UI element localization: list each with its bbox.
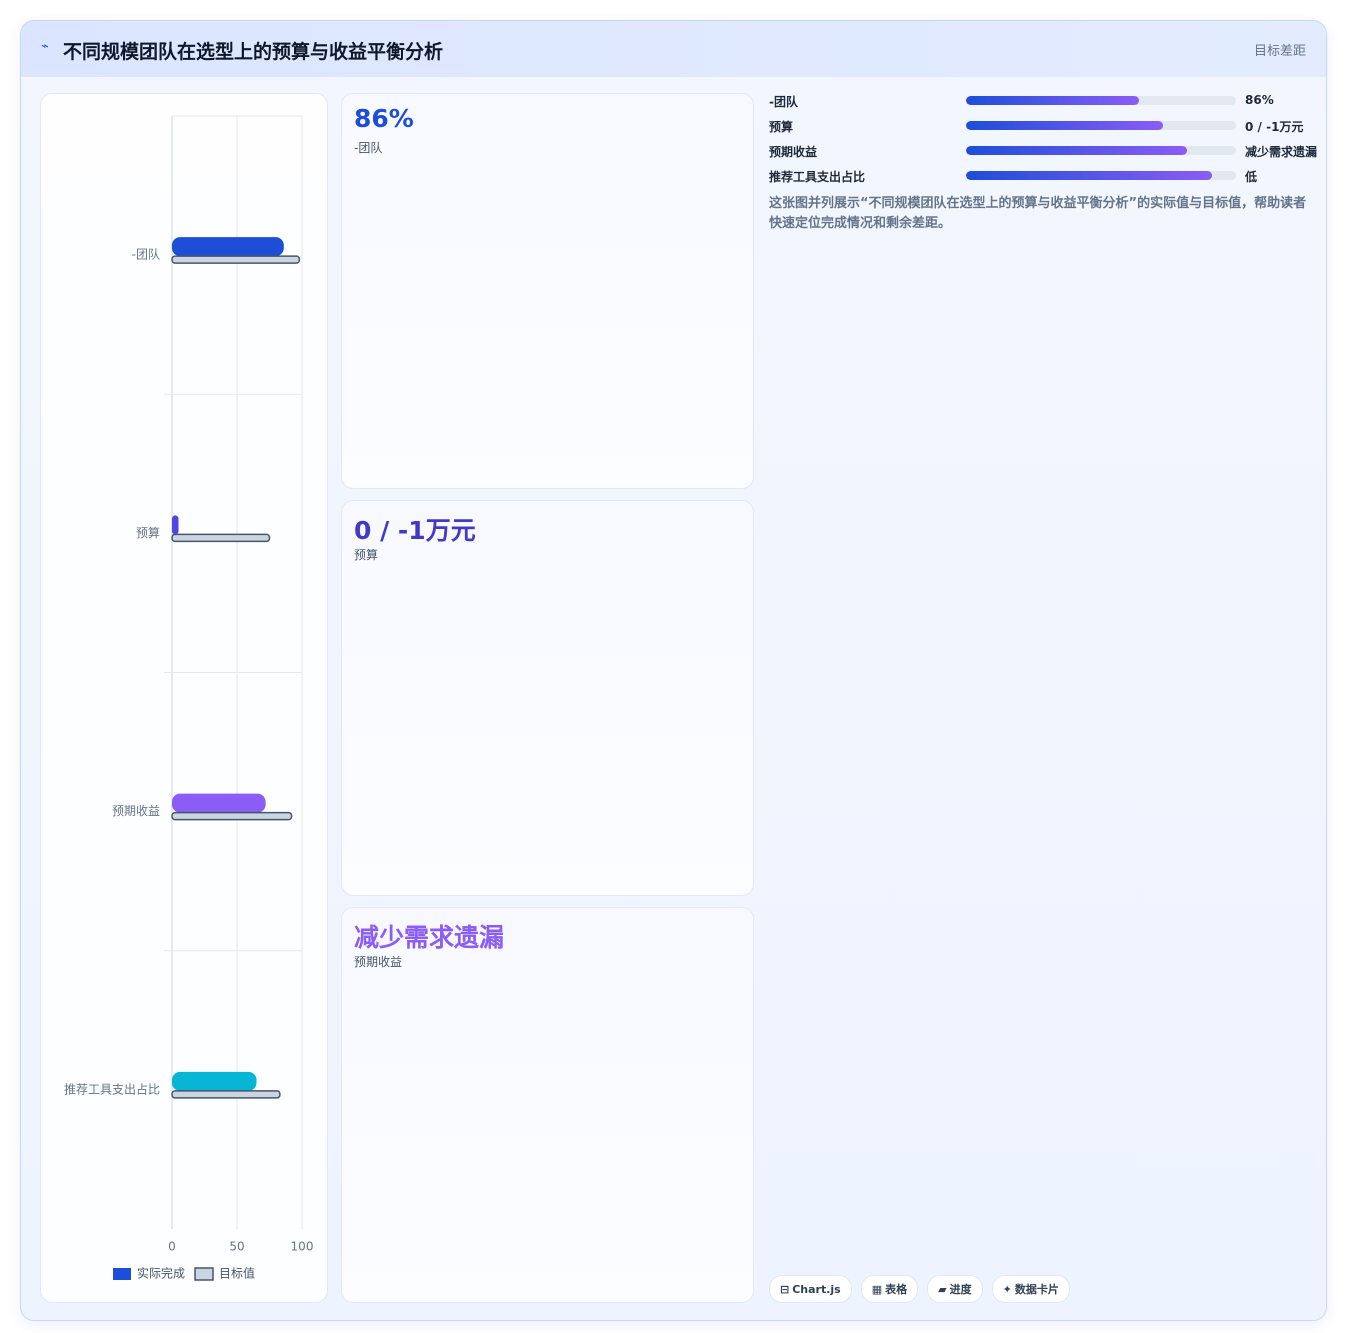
progress-value: 86% xyxy=(1245,93,1274,107)
tag[interactable]: ▦ 表格 xyxy=(860,1275,919,1303)
description: 这张图并列展示“不同规模团队在选型上的预算与收益平衡分析”的实际值与目标值，帮助… xyxy=(769,196,1307,231)
header: ⌁ 不同规模团队在选型上的预算与收益平衡分析 目标差距 xyxy=(21,21,1326,77)
progress-label: 预期收益 xyxy=(769,145,818,159)
progress-value: 减少需求遗漏 xyxy=(1245,145,1318,159)
header-icon: ⌁ xyxy=(41,39,49,54)
tag-label: 数据卡片 xyxy=(1014,1283,1059,1296)
tag-icon: ▦ xyxy=(871,1282,883,1296)
progress-value: 0 / -1万元 xyxy=(1245,120,1304,134)
tag[interactable]: ▰ 进度 xyxy=(927,1275,983,1303)
bar-actual xyxy=(172,793,266,813)
progress-fill xyxy=(966,121,1164,130)
tag-icon: ▰ xyxy=(938,1282,947,1296)
progress-fill xyxy=(966,96,1139,105)
bar-target xyxy=(171,255,301,264)
tag[interactable]: ✦ 数据卡片 xyxy=(991,1275,1070,1303)
bar-actual xyxy=(172,1071,257,1091)
card-label: 预算 xyxy=(354,548,379,562)
tag-list: ⊟ Chart.js ▦ 表格 ▰ 进度 ✦ 数据卡片 xyxy=(769,1275,1070,1303)
y-tick-label: 预算 xyxy=(136,525,160,540)
y-tick-label: -团队 xyxy=(132,247,160,262)
card-label: 预期收益 xyxy=(354,955,403,969)
tag-label: 表格 xyxy=(885,1283,908,1296)
x-tick-label: 50 xyxy=(229,1240,244,1254)
bar-target xyxy=(171,1090,281,1099)
progress-label: 推荐工具支出占比 xyxy=(769,170,866,184)
progress-fill xyxy=(966,146,1188,155)
progress-fill xyxy=(966,171,1212,180)
progress-track xyxy=(966,171,1236,180)
progress-value: 低 xyxy=(1245,170,1258,184)
legend-swatch xyxy=(113,1268,131,1280)
progress-label: -团队 xyxy=(769,95,798,109)
tag-icon: ✦ xyxy=(1002,1282,1012,1296)
legend-swatch xyxy=(194,1267,214,1281)
legend-label: 目标值 xyxy=(219,1266,255,1281)
progress-track xyxy=(966,146,1236,155)
bar-target xyxy=(171,533,271,543)
title: 不同规模团队在选型上的预算与收益平衡分析 xyxy=(63,41,444,63)
card-label: -团队 xyxy=(354,141,383,155)
x-tick-label: 100 xyxy=(291,1240,314,1254)
progress-track xyxy=(966,121,1236,130)
progress-label: 预算 xyxy=(769,120,794,134)
bar-target xyxy=(171,811,293,821)
x-tick-label: 0 xyxy=(168,1240,176,1254)
card-value: 86% xyxy=(354,104,414,133)
tag[interactable]: ⊟ Chart.js xyxy=(769,1275,852,1303)
card-value: 减少需求遗漏 xyxy=(354,923,505,952)
stat-card: 减少需求遗漏预期收益 xyxy=(341,907,754,1303)
tag-label: 进度 xyxy=(949,1283,972,1296)
tag-label: Chart.js xyxy=(792,1282,841,1296)
bar-actual xyxy=(172,515,179,535)
tag-icon: ⊟ xyxy=(780,1282,790,1296)
y-tick-label: 推荐工具支出占比 xyxy=(64,1081,160,1096)
stat-card: 0 / -1万元预算 xyxy=(341,500,754,896)
header-link: 目标差距 xyxy=(1253,44,1306,59)
stat-card: 86% -团队 xyxy=(341,93,754,489)
progress-track xyxy=(966,96,1236,105)
y-tick-label: 预期收益 xyxy=(112,804,160,818)
chart-panel: 0 50 100 -团队预算预期收益推荐工具支出占比实际完成 目标值 xyxy=(40,93,328,1303)
legend-label: 实际完成 xyxy=(137,1266,185,1281)
card-value: 0 / -1万元 xyxy=(354,516,476,545)
bar-actual xyxy=(172,237,284,257)
